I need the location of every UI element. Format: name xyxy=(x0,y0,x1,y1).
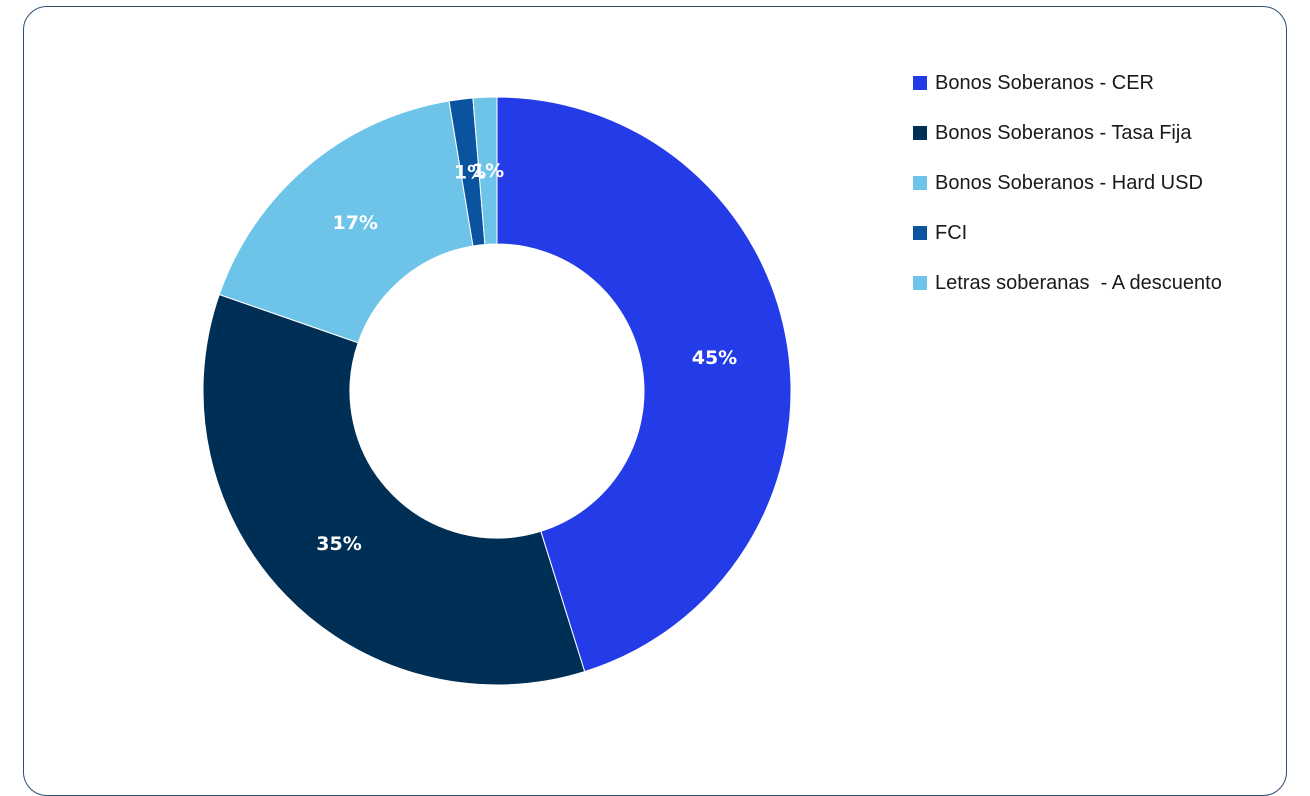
legend-swatch-fci xyxy=(913,226,927,240)
slice-label-fci: 1% xyxy=(454,162,486,184)
slice-label-tasa-fija: 35% xyxy=(316,533,361,555)
slice-label-hard-usd: 17% xyxy=(332,212,377,234)
donut-slice-letras xyxy=(472,96,498,246)
legend-swatch-tasa-fija xyxy=(913,126,927,140)
donut-slice-tasa-fija xyxy=(202,293,586,686)
chart-legend: Bonos Soberanos - CER Bonos Soberanos - … xyxy=(913,58,1222,308)
donut-slice-labels: 45% 35% 17% 1%1% xyxy=(316,160,737,555)
legend-label-hard-usd: Bonos Soberanos - Hard USD xyxy=(935,171,1203,194)
legend-label-fci: FCI xyxy=(935,221,968,244)
legend-item-tasa-fija: Bonos Soberanos - Tasa Fija xyxy=(913,108,1222,158)
legend-item-fci: FCI xyxy=(913,208,1222,258)
legend-item-letras: Letras soberanas - A descuento xyxy=(913,258,1222,308)
legend-swatch-hard-usd xyxy=(913,176,927,190)
legend-swatch-letras xyxy=(913,276,927,290)
legend-swatch-cer xyxy=(913,76,927,90)
slice-label-cer: 45% xyxy=(692,347,737,369)
donut-slices xyxy=(202,96,792,686)
donut-slice-hard-usd xyxy=(218,100,474,344)
legend-label-tasa-fija: Bonos Soberanos - Tasa Fija xyxy=(935,121,1192,144)
legend-item-cer: Bonos Soberanos - CER xyxy=(913,58,1222,108)
legend-label-letras: Letras soberanas - A descuento xyxy=(935,271,1222,294)
slice-label-letras: 1% xyxy=(472,160,504,182)
legend-label-cer: Bonos Soberanos - CER xyxy=(935,71,1155,94)
legend-item-hard-usd: Bonos Soberanos - Hard USD xyxy=(913,158,1222,208)
donut-chart: 45% 35% 17% 1%1% xyxy=(202,96,792,686)
donut-slice-cer xyxy=(496,96,792,673)
